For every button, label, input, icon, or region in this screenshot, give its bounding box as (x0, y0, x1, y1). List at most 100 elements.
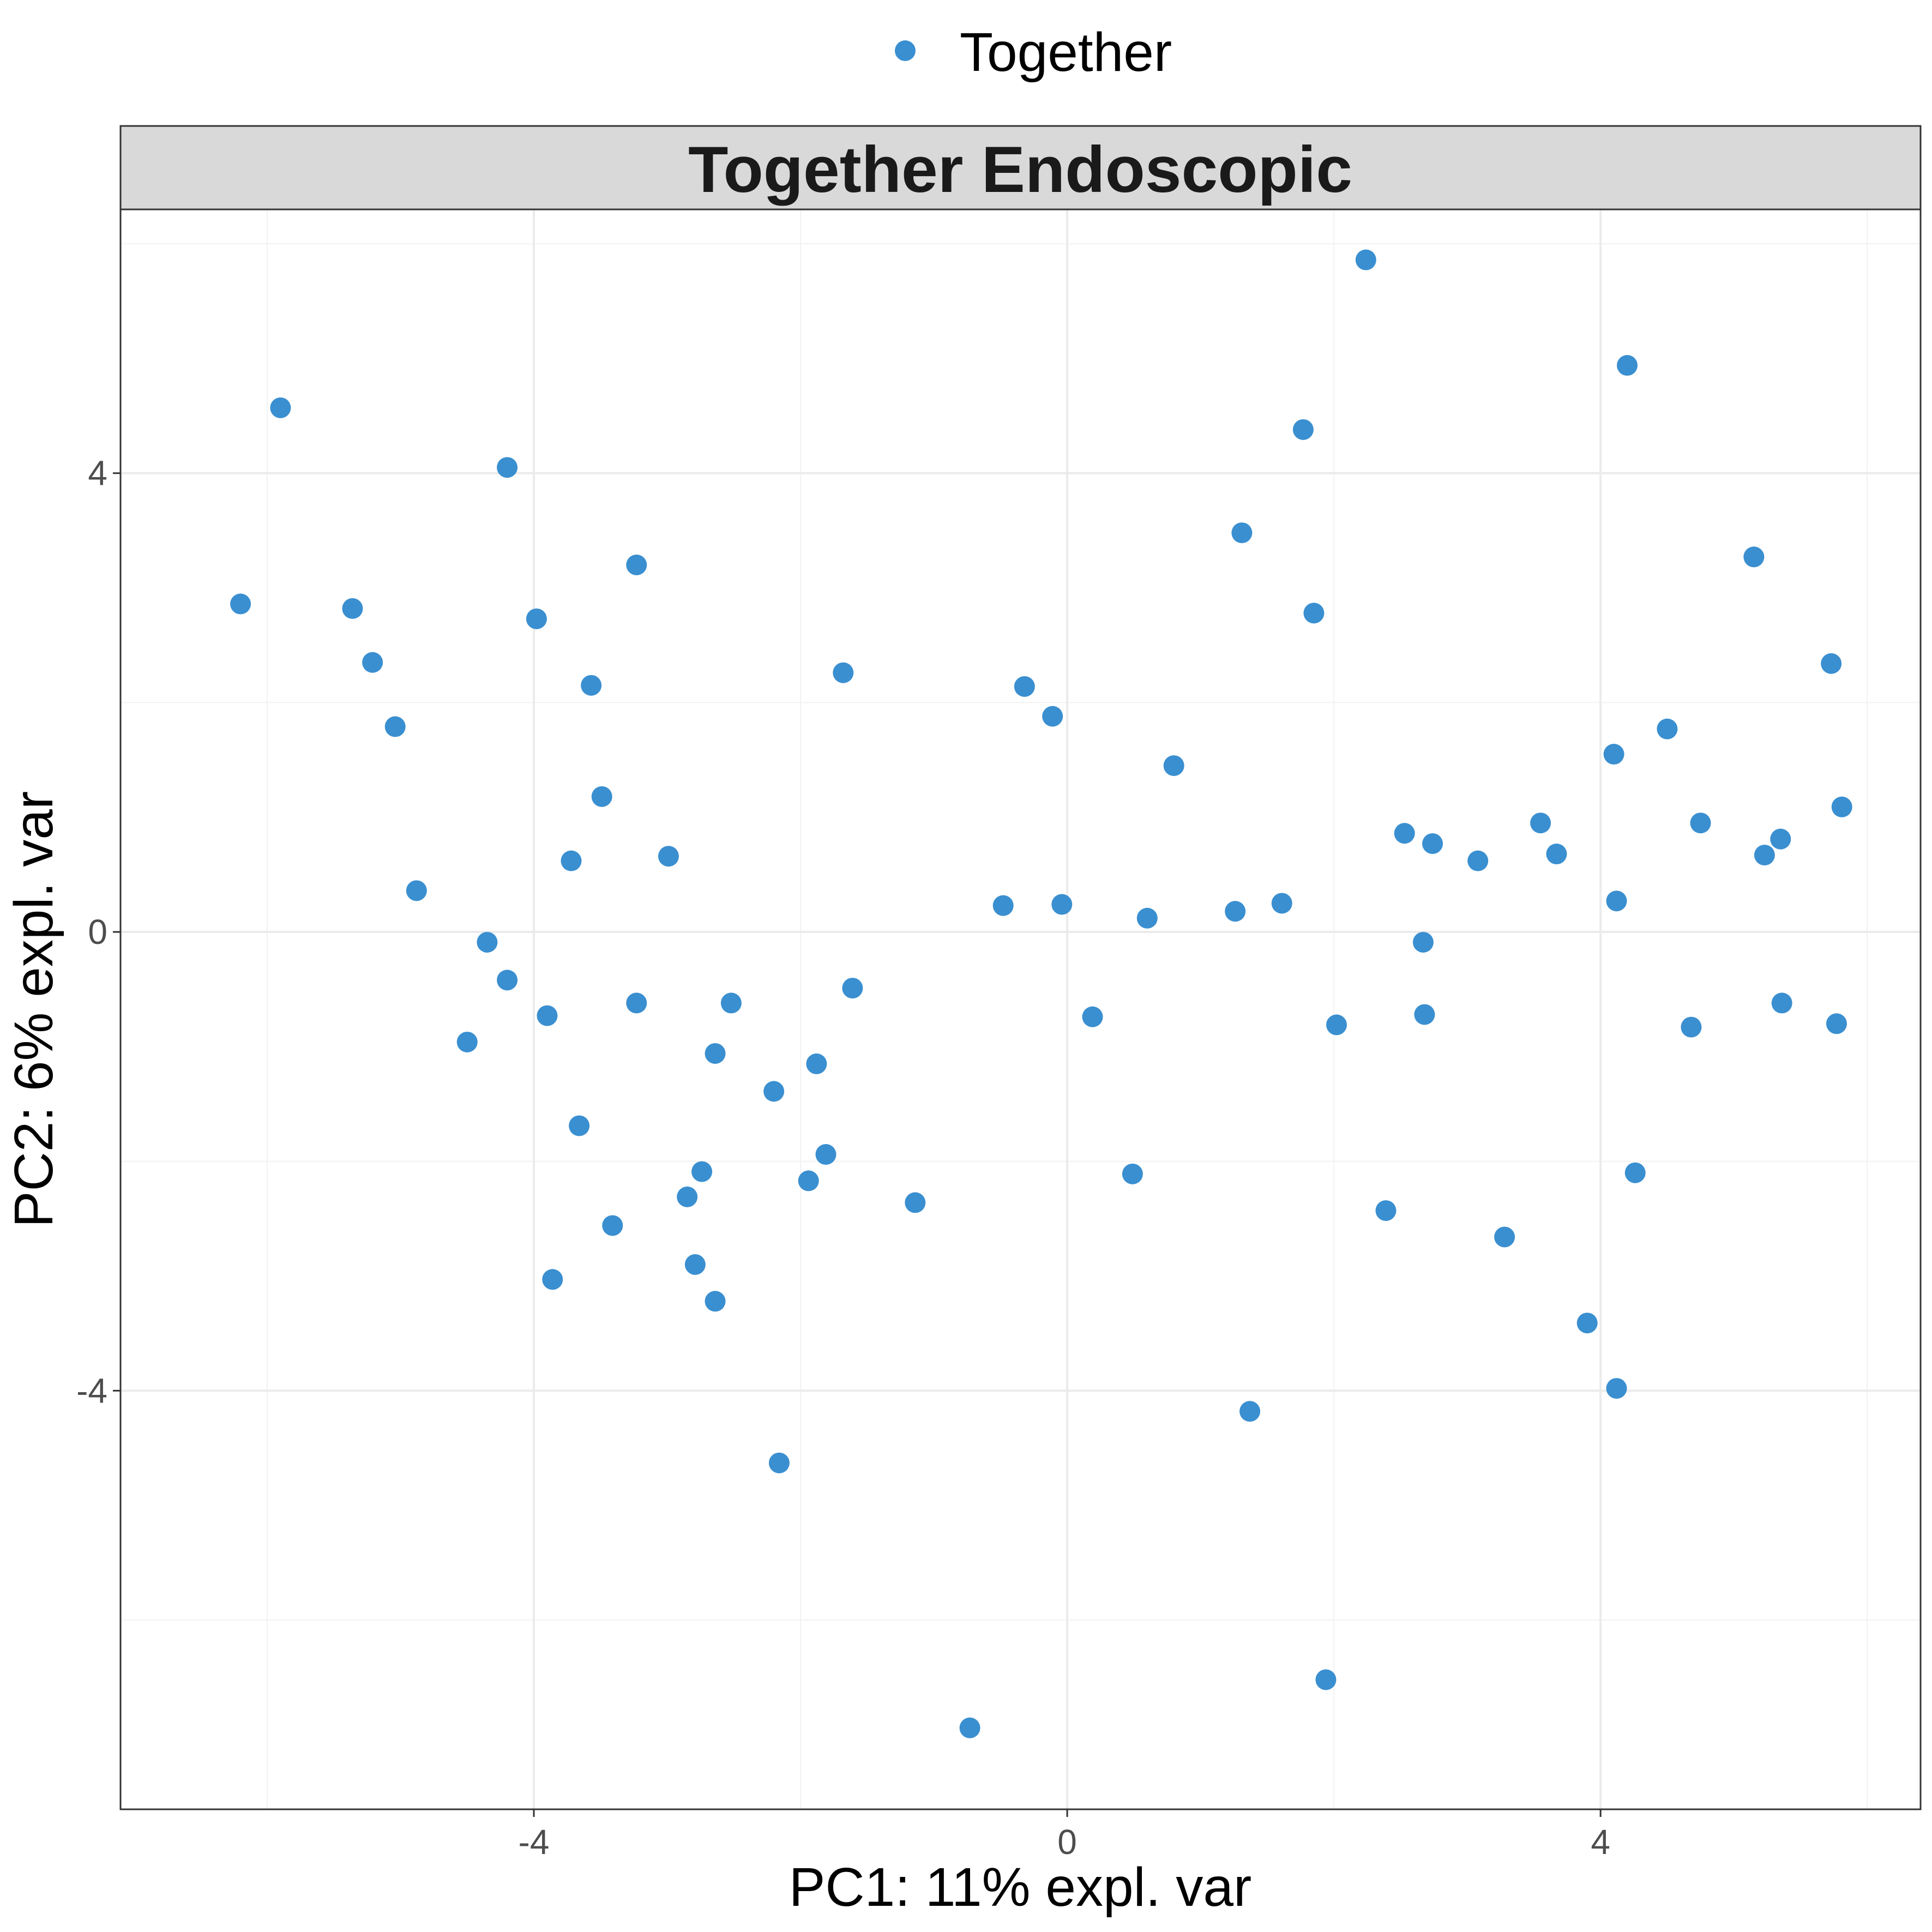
x-axis-ticks: -4 0 4 (519, 1809, 1610, 1862)
data-point (1754, 845, 1775, 866)
grid-lines (121, 209, 1921, 1809)
data-point (581, 675, 602, 696)
data-point (905, 1192, 926, 1213)
data-point (684, 1254, 706, 1275)
data-point (1414, 1004, 1435, 1025)
data-point (1303, 603, 1325, 624)
data-point (1239, 1401, 1261, 1422)
data-point (1014, 676, 1035, 697)
data-point (406, 880, 427, 901)
data-point (1606, 890, 1627, 912)
data-point (833, 662, 854, 683)
data-point (992, 895, 1014, 916)
data-point (1576, 1313, 1598, 1334)
data-point (1770, 828, 1791, 850)
data-point (270, 397, 291, 418)
x-tick-label: 0 (1057, 1822, 1077, 1862)
data-point (384, 716, 406, 737)
data-point (569, 1115, 590, 1136)
data-point (705, 1043, 726, 1064)
data-points (230, 249, 1852, 1738)
data-point (1271, 893, 1292, 914)
data-point (342, 598, 363, 619)
data-point (1394, 823, 1415, 844)
data-point (230, 593, 251, 615)
data-point (1657, 718, 1678, 739)
data-point (1690, 812, 1711, 834)
y-tick-label: 4 (88, 454, 107, 493)
facet-strip: Together Endoscopic (119, 125, 1922, 210)
y-axis: -4 0 4 (76, 454, 121, 1410)
data-point (1831, 796, 1852, 817)
data-point (1530, 812, 1551, 834)
data-point (806, 1053, 827, 1074)
x-tick-label: 4 (1591, 1822, 1610, 1862)
chart-title: Together Endoscopic (688, 133, 1352, 206)
data-point (1826, 1013, 1847, 1034)
data-point (1821, 653, 1842, 674)
data-point (1122, 1163, 1143, 1184)
legend-label-together: Together (960, 22, 1172, 83)
data-point (542, 1269, 563, 1290)
data-point (768, 1452, 790, 1473)
data-point (1617, 355, 1638, 376)
facet-strip-background (119, 125, 1922, 210)
data-point (456, 1031, 478, 1052)
y-tick-label: 0 (88, 912, 107, 952)
x-axis-title: PC1: 11% expl. var (789, 1857, 1252, 1918)
plot-panel (119, 208, 1922, 1810)
data-point (1412, 931, 1434, 953)
x-tick-label: -4 (519, 1822, 550, 1862)
data-point (526, 608, 547, 629)
data-point (1051, 894, 1073, 915)
data-point (1326, 1014, 1347, 1036)
data-point (1231, 522, 1253, 544)
data-point (1467, 850, 1489, 871)
data-point (1624, 1162, 1646, 1183)
x-axis: -4 0 4 (519, 1809, 1610, 1862)
data-point (497, 970, 518, 991)
data-point (626, 555, 647, 575)
data-point (705, 1291, 726, 1312)
y-axis-ticks: -4 0 4 (76, 454, 121, 1410)
data-point (1042, 706, 1063, 727)
data-point (658, 846, 679, 867)
data-point (1225, 901, 1246, 922)
data-point (477, 931, 498, 953)
data-point (959, 1717, 980, 1738)
data-point (1355, 249, 1376, 270)
data-point (1546, 844, 1567, 865)
y-axis-title: PC2: 6% expl. var (3, 791, 64, 1227)
data-point (1606, 1378, 1627, 1399)
legend: Together (895, 22, 1172, 83)
data-point (1771, 992, 1792, 1014)
data-point (1681, 1016, 1702, 1038)
data-point (626, 992, 647, 1014)
data-point (842, 978, 863, 999)
data-point (602, 1215, 623, 1236)
y-tick-label: -4 (76, 1371, 107, 1410)
data-point (1743, 546, 1765, 568)
data-point (720, 992, 742, 1014)
data-point (1136, 907, 1158, 929)
data-point (1163, 755, 1184, 777)
panel-border (119, 208, 1922, 1810)
data-point (497, 457, 518, 478)
data-point (1494, 1226, 1515, 1248)
data-point (1422, 833, 1443, 854)
legend-key-together (895, 40, 916, 61)
data-point (1292, 419, 1314, 440)
data-point (691, 1161, 713, 1182)
data-point (1315, 1669, 1337, 1690)
data-point (1603, 744, 1624, 765)
data-point (798, 1170, 819, 1191)
data-point (591, 786, 612, 807)
data-point (537, 1005, 558, 1026)
data-point (677, 1186, 698, 1207)
data-point (1082, 1006, 1103, 1027)
data-point (561, 850, 582, 871)
data-point (1375, 1200, 1397, 1221)
data-point (362, 652, 383, 673)
